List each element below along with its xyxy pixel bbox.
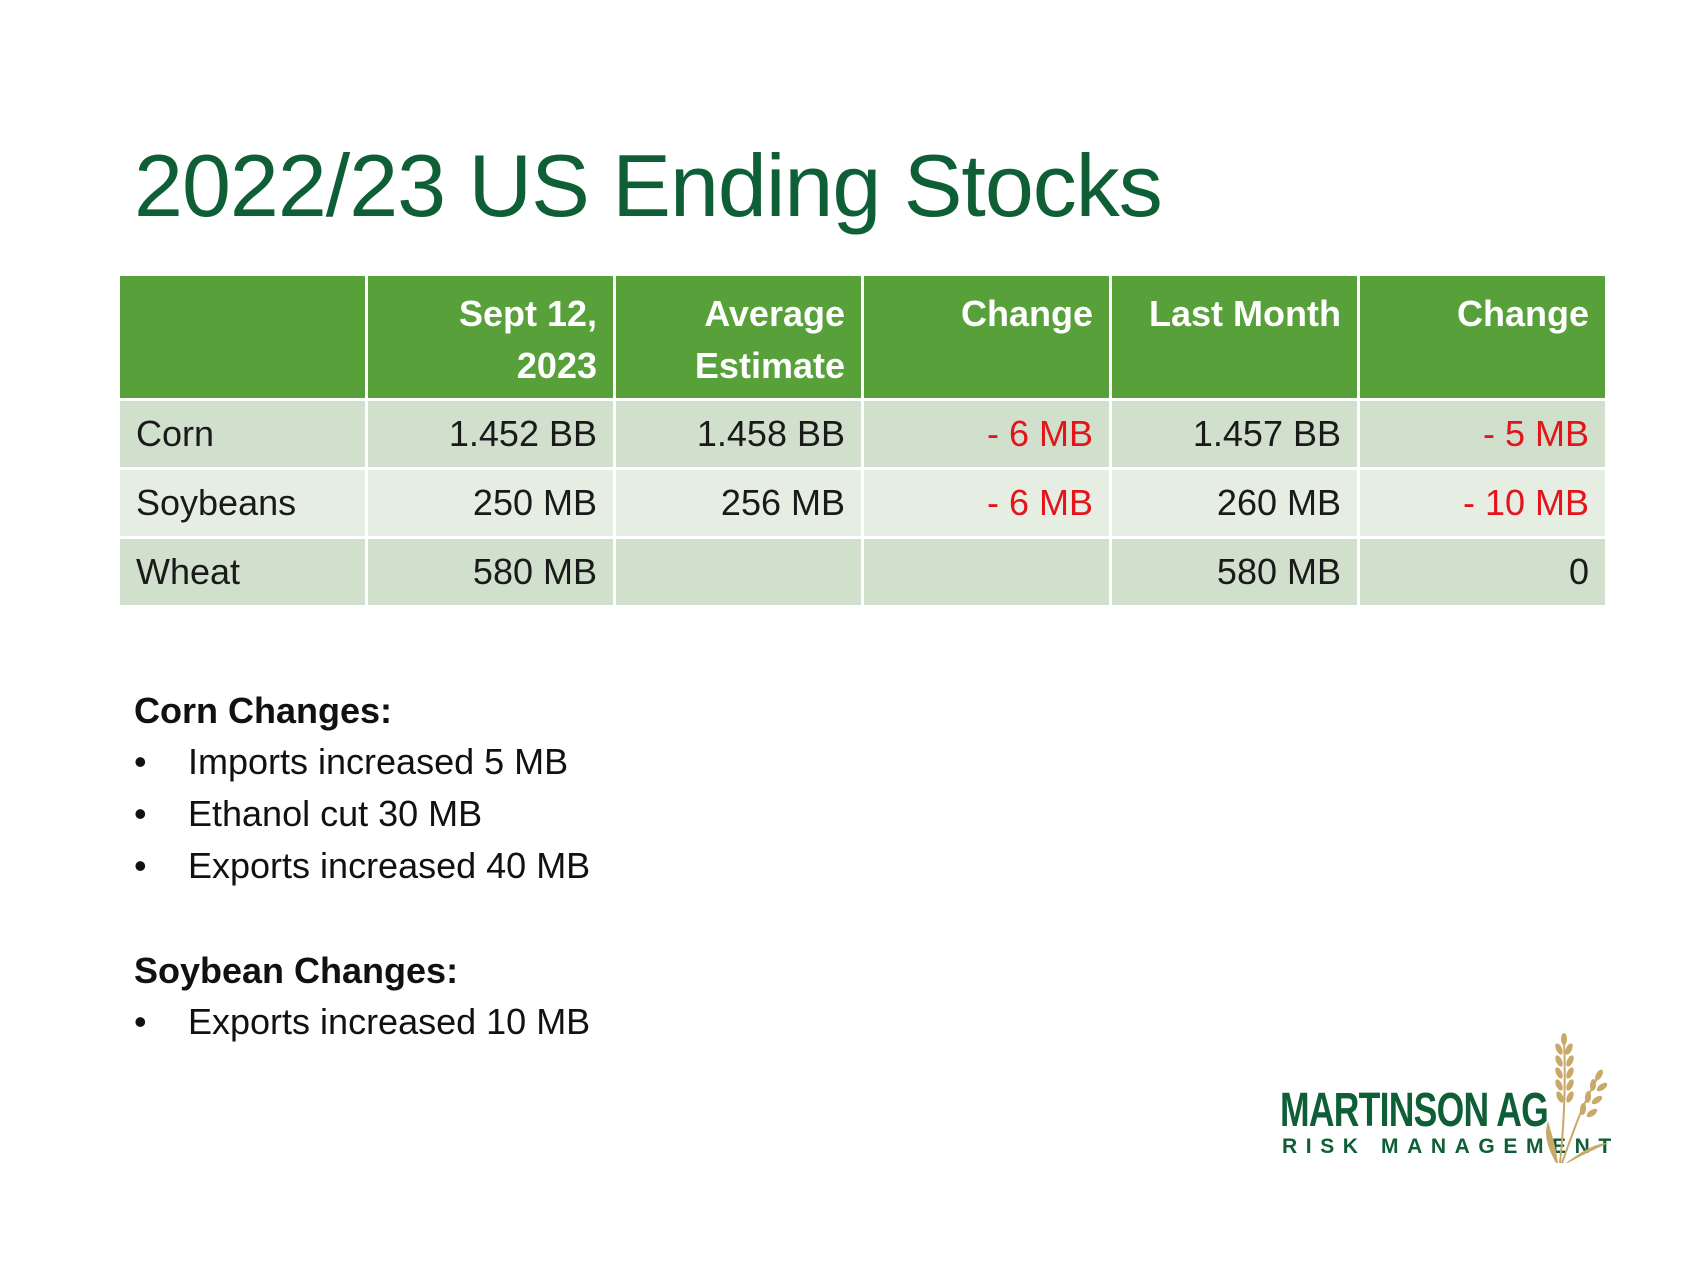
soybean-changes-list: Exports increased 10 MB: [134, 996, 590, 1048]
header-change-last-month: Change: [1360, 276, 1605, 398]
sept12-value: 1.452 BB: [368, 401, 613, 467]
change-vs-last-month-value: 0: [1360, 539, 1605, 605]
change-vs-estimate-value: - 6 MB: [864, 401, 1109, 467]
last-month-value: 580 MB: [1112, 539, 1357, 605]
change-vs-last-month-value: - 10 MB: [1360, 470, 1605, 536]
change-vs-estimate-value: - 6 MB: [864, 470, 1109, 536]
logo-name: MARTINSON AG: [1280, 1084, 1549, 1137]
average-estimate-value: 1.458 BB: [616, 401, 861, 467]
sept12-value: 580 MB: [368, 539, 613, 605]
crop-name: Soybeans: [120, 470, 365, 536]
change-vs-last-month-value: - 5 MB: [1360, 401, 1605, 467]
logo-tagline: RISK MANAGEMENT: [1282, 1135, 1620, 1158]
list-item: Exports increased 10 MB: [134, 996, 590, 1048]
list-item: Exports increased 40 MB: [134, 840, 590, 892]
table-row: Wheat 580 MB 580 MB 0: [120, 539, 1605, 605]
ending-stocks-table: Sept 12, 2023 Average Estimate Change Last…: [117, 273, 1608, 608]
wheat-icon: [1546, 1033, 1608, 1164]
header-sept12: Sept 12, 2023: [368, 276, 613, 398]
table-row: Soybeans 250 MB 256 MB - 6 MB 260 MB - 1…: [120, 470, 1605, 536]
sept12-value: 250 MB: [368, 470, 613, 536]
header-blank: [120, 276, 365, 398]
corn-changes-heading: Corn Changes:: [134, 690, 393, 731]
header-last-month: Last Month: [1112, 276, 1357, 398]
change-vs-estimate-value: [864, 539, 1109, 605]
average-estimate-value: [616, 539, 861, 605]
header-average-estimate: Average Estimate: [616, 276, 861, 398]
slide-title: 2022/23 US Ending Stocks: [134, 136, 1163, 235]
header-change-estimate: Change: [864, 276, 1109, 398]
list-item: Imports increased 5 MB: [134, 736, 590, 788]
table-header-row: Sept 12, 2023 Average Estimate Change Last…: [120, 276, 1605, 398]
last-month-value: 260 MB: [1112, 470, 1357, 536]
notes-section: Corn Changes: Imports increased 5 MB Eth…: [134, 686, 590, 1048]
last-month-value: 1.457 BB: [1112, 401, 1357, 467]
crop-name: Wheat: [120, 539, 365, 605]
soybean-changes-heading: Soybean Changes:: [134, 950, 459, 991]
company-logo: MARTINSON AG RISK MANAGEMENT: [1280, 1025, 1611, 1165]
average-estimate-value: 256 MB: [616, 470, 861, 536]
corn-changes-list: Imports increased 5 MB Ethanol cut 30 MB…: [134, 736, 590, 892]
list-item: Ethanol cut 30 MB: [134, 788, 590, 840]
table-row: Corn 1.452 BB 1.458 BB - 6 MB 1.457 BB -…: [120, 401, 1605, 467]
crop-name: Corn: [120, 401, 365, 467]
section-spacer: [134, 892, 590, 946]
